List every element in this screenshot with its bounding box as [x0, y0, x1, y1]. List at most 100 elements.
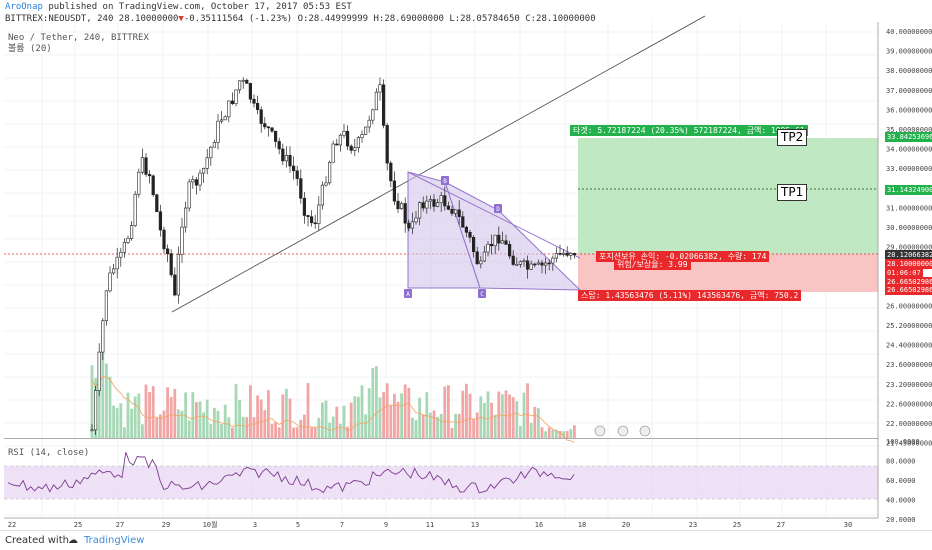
candle-body	[112, 268, 116, 274]
volume-bar	[457, 413, 461, 438]
rsi-axis-label: 20.0000	[886, 516, 916, 524]
pattern-point-labels: A B C D	[404, 176, 502, 298]
candle-body	[288, 154, 292, 167]
pattern-point-marker	[478, 289, 486, 298]
volume-bar	[540, 427, 544, 438]
candle-body	[493, 234, 497, 247]
candle-body	[461, 216, 465, 228]
position-open-label-1[interactable]: 포지션보유 손익: -0.02066382, 수량: 174	[596, 251, 770, 262]
volume-bar	[187, 420, 191, 438]
volume-bar	[472, 418, 475, 438]
time-axis-label: 23	[689, 521, 697, 529]
candle-body	[184, 207, 188, 228]
candle-body	[432, 199, 436, 207]
volume-bar	[436, 416, 439, 438]
candle-body	[543, 262, 548, 266]
candle-body	[291, 165, 296, 172]
target-zone[interactable]	[578, 138, 878, 254]
target-label[interactable]: 타겟: 5.72187224 (20.35%) 572187224, 금액: 1…	[570, 125, 808, 136]
candle-body	[500, 240, 505, 244]
volume-bar	[285, 388, 288, 438]
symbol-label[interactable]: BITTREX:NEOUSDT, 240	[5, 14, 114, 24]
rsi-label: RSI (14, close)	[8, 448, 90, 458]
volume-bar	[443, 386, 447, 438]
volume-bar	[263, 410, 267, 438]
price-axis-label: 35.00000000	[886, 126, 932, 134]
volume-bar	[490, 402, 493, 438]
price-axis-label: 39.00000000	[886, 48, 932, 56]
candle-body	[360, 134, 364, 138]
rsi-axis-label: 80.0000	[886, 458, 916, 466]
tp2-label[interactable]: TP2	[777, 129, 808, 146]
pattern-point-marker	[494, 204, 502, 213]
volume-bar	[425, 392, 429, 438]
volume-bar	[537, 408, 540, 438]
volume-bar	[310, 427, 313, 438]
candle-body	[486, 243, 490, 253]
price-axis-label: 40.00000000	[886, 28, 932, 36]
candle-body	[457, 209, 461, 217]
volume-bar	[159, 414, 162, 438]
candle-body	[435, 202, 440, 207]
candle-body	[389, 162, 393, 182]
price-axis-label: 22.60000000	[886, 400, 932, 408]
volume-bar	[105, 363, 108, 438]
candle-body	[561, 252, 566, 255]
tp1-label[interactable]: TP1	[777, 184, 808, 201]
candle-body	[410, 221, 415, 229]
candlesticks	[90, 77, 576, 435]
volume-bar	[403, 384, 407, 438]
trend-line[interactable]	[171, 15, 706, 313]
volume-bar	[418, 397, 421, 438]
volume-ma-line	[91, 376, 575, 443]
chart-legend: Neo / Tether, 240, BITTREX 볼륨 (20)	[8, 33, 149, 55]
price-axis-label: 33.00000000	[886, 165, 932, 173]
footer-brand[interactable]: TradingView	[84, 535, 145, 546]
volume-bar	[299, 419, 303, 438]
candle-body	[198, 172, 202, 186]
candle-body	[227, 100, 231, 118]
stop-label[interactable]: 스탑: 1.43563476 (5.11%) 143563476, 금액: 75…	[578, 290, 802, 301]
candle-body	[133, 193, 137, 226]
footer-created: Created with	[5, 535, 69, 546]
candle-body	[399, 203, 404, 210]
volume-bar	[303, 414, 306, 438]
volume-bar	[252, 417, 256, 438]
candle-body	[381, 84, 386, 126]
time-axis-label: 29	[162, 521, 170, 529]
candle-body	[220, 119, 224, 122]
candle-body	[464, 226, 469, 233]
time-axis-label: 27	[777, 521, 785, 529]
candle-body	[342, 130, 346, 136]
author-link[interactable]: AroOnap	[5, 2, 43, 12]
candle-body	[306, 215, 310, 217]
candle-body	[392, 180, 397, 202]
candle-body	[497, 234, 501, 244]
candle-body	[317, 204, 321, 225]
position-open-label-2[interactable]: 위험/보상율: 3.99	[614, 260, 691, 270]
volume-bar	[288, 398, 292, 438]
candle-body	[230, 100, 235, 104]
ohlc-line: BITTREX:NEOUSDT, 240 28.10000000▼-0.3511…	[5, 14, 596, 25]
volume-bar	[151, 386, 155, 438]
candle-body	[309, 216, 314, 224]
candle-body	[525, 260, 530, 270]
candle-body	[122, 242, 126, 253]
legend-title: Neo / Tether, 240, BITTREX	[8, 33, 149, 43]
candle-body	[396, 200, 400, 210]
volume-bar	[270, 423, 274, 438]
volume-bar	[421, 414, 425, 438]
volume-bar	[529, 422, 533, 438]
volume-bar	[313, 426, 317, 438]
bar-timer-tag: 01:06:07	[885, 268, 923, 278]
candle-body	[475, 251, 479, 265]
candle-body	[101, 320, 105, 353]
candle-body	[97, 351, 101, 391]
volume-bar	[169, 396, 173, 438]
volume-bar	[501, 394, 504, 438]
volume-bar	[227, 417, 231, 438]
candle-body	[356, 137, 361, 148]
volume-bar	[277, 427, 281, 438]
